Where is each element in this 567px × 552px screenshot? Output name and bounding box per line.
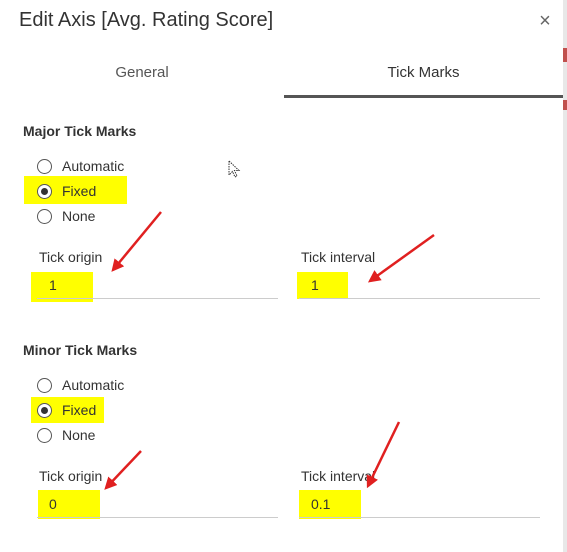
close-icon[interactable]: × — [539, 10, 551, 32]
tab-bar: General Tick Marks — [0, 48, 563, 98]
major-tick-interval-label: Tick interval — [301, 249, 376, 265]
minor-tick-marks-title: Minor Tick Marks — [23, 342, 138, 358]
major-fixed-label: Fixed — [62, 183, 97, 199]
edge-marker — [563, 48, 567, 62]
minor-none-label: None — [62, 427, 96, 443]
active-tab-indicator — [284, 95, 563, 98]
radio-button-icon[interactable] — [37, 209, 52, 224]
minor-tick-interval-input[interactable] — [299, 490, 540, 518]
window-edge — [563, 0, 567, 552]
edge-marker — [563, 100, 567, 110]
major-tick-origin-label: Tick origin — [39, 249, 103, 265]
minor-fixed-label: Fixed — [62, 402, 97, 418]
minor-tick-origin-input[interactable] — [37, 490, 278, 518]
major-tick-marks-title: Major Tick Marks — [23, 123, 137, 139]
tick-marks-panel: Major Tick Marks Automatic Fixed None Ti… — [0, 100, 563, 552]
major-tick-interval-input[interactable] — [299, 271, 540, 299]
radio-button-checked-icon[interactable] — [37, 184, 52, 199]
radio-button-checked-icon[interactable] — [37, 403, 52, 418]
major-none-label: None — [62, 208, 96, 224]
minor-automatic-label: Automatic — [62, 377, 125, 393]
radio-button-icon[interactable] — [37, 428, 52, 443]
title-bar: Edit Axis [Avg. Rating Score] × — [0, 0, 563, 46]
tab-tick-marks[interactable]: Tick Marks — [387, 64, 460, 81]
close-button[interactable]: × — [534, 10, 556, 32]
mouse-cursor-icon — [228, 160, 241, 178]
major-tick-origin-input[interactable] — [37, 271, 278, 299]
tab-general[interactable]: General — [115, 64, 169, 81]
major-automatic-label: Automatic — [62, 158, 125, 174]
radio-button-icon[interactable] — [37, 159, 52, 174]
minor-tick-interval-label: Tick interval — [301, 468, 376, 484]
dialog-title: Edit Axis [Avg. Rating Score] — [19, 9, 274, 31]
radio-button-icon[interactable] — [37, 378, 52, 393]
minor-tick-origin-label: Tick origin — [39, 468, 103, 484]
